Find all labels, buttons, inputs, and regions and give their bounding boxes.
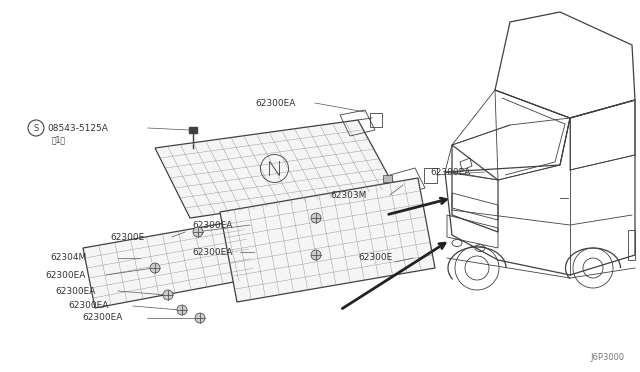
Text: 62300EA: 62300EA <box>45 270 85 279</box>
Circle shape <box>195 313 205 323</box>
Circle shape <box>193 227 203 237</box>
Text: 62300EA: 62300EA <box>192 247 232 257</box>
Text: 62300EA: 62300EA <box>430 167 470 176</box>
Bar <box>383 174 392 182</box>
Text: J6P3000: J6P3000 <box>590 353 624 362</box>
Text: 62300EA: 62300EA <box>255 99 296 108</box>
Polygon shape <box>220 178 435 302</box>
Text: 62300E: 62300E <box>110 232 144 241</box>
Text: S: S <box>33 124 38 132</box>
Text: 08543-5125A: 08543-5125A <box>47 124 108 132</box>
Bar <box>424 168 437 183</box>
Circle shape <box>177 305 187 315</box>
Bar <box>370 113 382 127</box>
Text: 〈1〉: 〈1〉 <box>52 135 66 144</box>
Circle shape <box>311 213 321 223</box>
Text: 62300EA: 62300EA <box>192 221 232 230</box>
Text: 62304M: 62304M <box>50 253 86 263</box>
Circle shape <box>311 250 321 260</box>
Bar <box>628 230 635 260</box>
Text: 62300EA: 62300EA <box>55 286 95 295</box>
Polygon shape <box>83 220 255 308</box>
Text: 62300E: 62300E <box>358 253 392 263</box>
Circle shape <box>150 263 160 273</box>
Text: 62300EA: 62300EA <box>68 301 108 311</box>
Circle shape <box>163 290 173 300</box>
Text: 62300EA: 62300EA <box>82 314 122 323</box>
Bar <box>189 127 197 133</box>
Text: 62303M: 62303M <box>330 190 366 199</box>
Polygon shape <box>155 120 395 218</box>
